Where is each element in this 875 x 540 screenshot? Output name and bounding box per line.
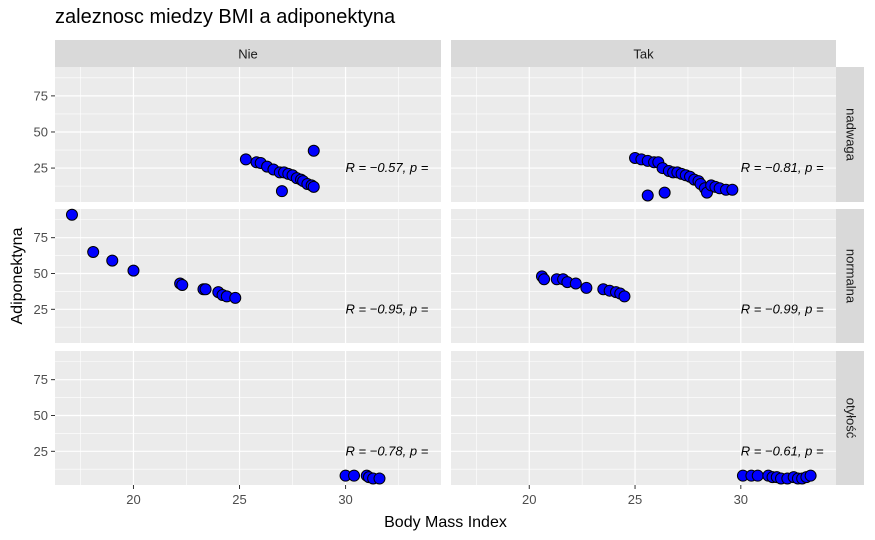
data-point (239, 153, 252, 166)
correlation-annotation: R = −0.95, p = (346, 301, 429, 316)
y-tick-label: 25 (34, 302, 48, 317)
correlation-annotation: R = −0.78, p = (346, 443, 429, 458)
data-point (804, 469, 817, 482)
data-point (307, 180, 320, 193)
panel-normalna-tak (451, 209, 836, 343)
x-tick-label: 20 (126, 492, 140, 507)
data-point (199, 283, 212, 296)
panel-otyłość-nie (55, 351, 441, 485)
data-point (538, 273, 551, 286)
x-tick-label: 30 (338, 492, 352, 507)
facet-strip-tak (451, 40, 836, 67)
data-point (106, 254, 119, 267)
x-tick-label: 30 (734, 492, 748, 507)
chart-title: zaleznosc miedzy BMI a adiponektyna (55, 6, 396, 28)
y-tick-label: 75 (34, 372, 48, 387)
y-tick-label: 75 (34, 88, 48, 103)
data-point (658, 186, 671, 199)
data-point (726, 183, 739, 196)
panel-normalna-nie (55, 209, 441, 343)
data-point (618, 290, 631, 303)
facet-strip-normalna (836, 209, 864, 343)
facet-label-normalna: normalna (844, 249, 859, 304)
data-point (87, 245, 100, 258)
data-point (569, 277, 582, 290)
x-axis-title: Body Mass Index (384, 514, 507, 531)
data-point (127, 264, 140, 277)
x-tick-label: 25 (232, 492, 246, 507)
data-point (641, 189, 654, 202)
facet-strip-otyłość (836, 351, 864, 485)
data-point (229, 291, 242, 304)
y-axis-title: Adiponektyna (9, 227, 26, 324)
data-point (348, 469, 361, 482)
facet-label-otyłość: otyłość (844, 398, 859, 439)
panel-nadwaga-tak (451, 67, 836, 202)
facet-label-nie: Nie (238, 47, 258, 62)
y-tick-label: 25 (34, 161, 48, 176)
data-point (580, 281, 593, 294)
panel-otyłość-tak (451, 351, 836, 485)
y-tick-label: 50 (34, 124, 48, 139)
y-tick-label: 50 (34, 408, 48, 423)
facet-strip-nie (55, 40, 441, 67)
data-point (176, 278, 189, 291)
panel-nadwaga-nie (55, 67, 441, 202)
data-point (307, 144, 320, 157)
y-tick-label: 75 (34, 230, 48, 245)
x-tick-label: 25 (628, 492, 642, 507)
correlation-annotation: R = −0.99, p = (741, 301, 824, 316)
data-point (275, 185, 288, 198)
y-tick-label: 25 (34, 444, 48, 459)
facet-strip-nadwaga (836, 67, 864, 202)
data-point (65, 208, 78, 221)
correlation-annotation: R = −0.81, p = (741, 160, 824, 175)
facet-label-nadwaga: nadwaga (844, 108, 859, 162)
data-point (373, 472, 386, 485)
correlation-annotation: R = −0.61, p = (741, 443, 824, 458)
data-point (751, 469, 764, 482)
facet-label-tak: Tak (633, 47, 654, 62)
y-tick-label: 50 (34, 266, 48, 281)
correlation-annotation: R = −0.57, p = (346, 160, 429, 175)
x-tick-label: 20 (522, 492, 536, 507)
